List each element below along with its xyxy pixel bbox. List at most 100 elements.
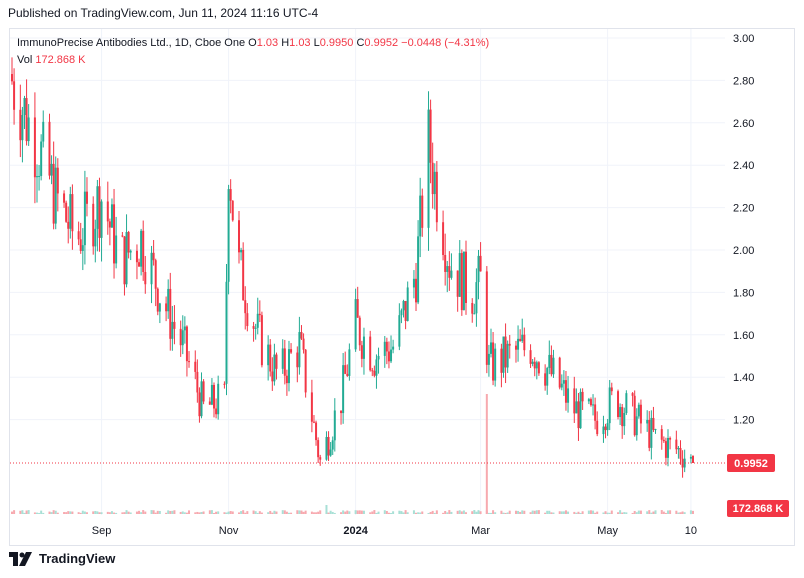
volume-bar	[356, 510, 359, 514]
volume-bar	[415, 512, 418, 514]
tradingview-brand[interactable]: TradingView	[9, 551, 115, 566]
candle-body	[406, 287, 409, 321]
candle-body	[48, 121, 51, 176]
volume-bar	[194, 512, 197, 514]
volume-bar	[575, 512, 578, 514]
candle-body	[71, 194, 74, 232]
candle-body	[456, 270, 459, 297]
volume-bar	[158, 510, 161, 514]
volume-bar	[240, 511, 243, 514]
candle-body	[173, 321, 176, 329]
candle-body	[302, 338, 305, 350]
volume-bar	[183, 512, 186, 514]
candle-body	[415, 278, 418, 303]
candle-body	[67, 221, 70, 229]
candle-body	[215, 408, 218, 415]
volume-bar	[281, 510, 284, 514]
candle-body	[462, 251, 465, 311]
candle-body	[317, 440, 320, 458]
volume-bar	[385, 511, 388, 514]
volume-bar	[589, 510, 592, 514]
volume-bar	[38, 512, 41, 514]
volume-bar	[646, 511, 649, 514]
candle-body	[110, 204, 113, 228]
candle-body	[639, 404, 642, 424]
volume-bar	[106, 511, 109, 514]
volume-bar	[98, 512, 101, 514]
candle-body	[608, 387, 611, 424]
volume-bar	[188, 510, 191, 514]
volume-bar	[550, 512, 553, 514]
chart-legend: ImmunoPrecise Antibodies Ltd., 1D, Cboe …	[17, 35, 489, 69]
candle-body	[444, 255, 447, 272]
volume-bar	[244, 512, 247, 514]
candle-body	[448, 266, 451, 278]
candle-body	[96, 186, 99, 229]
volume-bar	[400, 511, 403, 514]
volume-bar	[681, 511, 684, 514]
candle-body	[179, 328, 182, 346]
volume-bar	[171, 510, 174, 514]
volume-bar	[71, 511, 74, 514]
volume-bar	[654, 510, 657, 514]
volume-bar	[300, 510, 303, 514]
volume-bar	[639, 510, 642, 514]
volume-bar	[660, 510, 663, 514]
candle-body	[489, 342, 492, 354]
volume-bar	[13, 510, 16, 514]
volume-bar	[33, 512, 36, 514]
candle-body	[419, 195, 422, 237]
candle-body	[619, 407, 622, 417]
volume-bar	[450, 511, 453, 514]
published-caption: Published on TradingView.com, Jun 11, 20…	[8, 6, 319, 20]
volume-bar	[329, 510, 332, 514]
volume-bar	[123, 512, 126, 514]
candle-body	[142, 230, 145, 273]
candle-body	[412, 278, 415, 288]
candle-body	[637, 404, 640, 417]
candle-body	[158, 303, 161, 312]
volume-bar	[246, 511, 249, 514]
volume-bar	[377, 511, 380, 514]
volume-bar	[256, 512, 259, 514]
candle-body	[521, 334, 524, 342]
candle-body	[348, 349, 351, 376]
candle-body	[256, 313, 259, 328]
volume-bar	[242, 510, 245, 514]
candle-body	[19, 109, 22, 141]
candle-body	[229, 189, 232, 201]
volume-bar	[127, 511, 130, 514]
candle-body	[533, 361, 536, 369]
candle-body	[344, 365, 347, 374]
volume-bar	[412, 510, 415, 514]
candle-body	[662, 439, 665, 442]
y-tick-label: 3.00	[733, 33, 754, 45]
candle-body	[217, 383, 220, 415]
x-tick-label: Sep	[92, 525, 112, 537]
candle-body	[181, 330, 184, 346]
candle-body	[373, 370, 376, 376]
candle-body	[646, 419, 649, 424]
volume-bar	[317, 511, 320, 514]
y-tick-label: 2.80	[733, 75, 754, 87]
candle-body	[648, 419, 651, 448]
candle-body	[564, 380, 567, 403]
volume-bar	[444, 510, 447, 514]
volume-bar	[67, 511, 70, 514]
legend-high-key: H	[281, 37, 290, 49]
volume-bar	[360, 510, 363, 514]
candle-body	[304, 349, 307, 393]
volume-bar	[23, 512, 26, 514]
volume-bar	[560, 511, 563, 514]
volume-bar	[433, 512, 436, 514]
candle-body	[477, 255, 480, 283]
candle-body	[398, 315, 401, 347]
candle-body	[531, 361, 534, 364]
legend-symbol: ImmunoPrecise Antibodies Ltd., 1D, Cboe …	[17, 37, 246, 49]
volume-bar	[421, 511, 424, 514]
candle-body	[560, 383, 563, 388]
candle-body	[650, 417, 653, 448]
candle-body	[83, 191, 86, 246]
volume-bar	[535, 510, 538, 514]
